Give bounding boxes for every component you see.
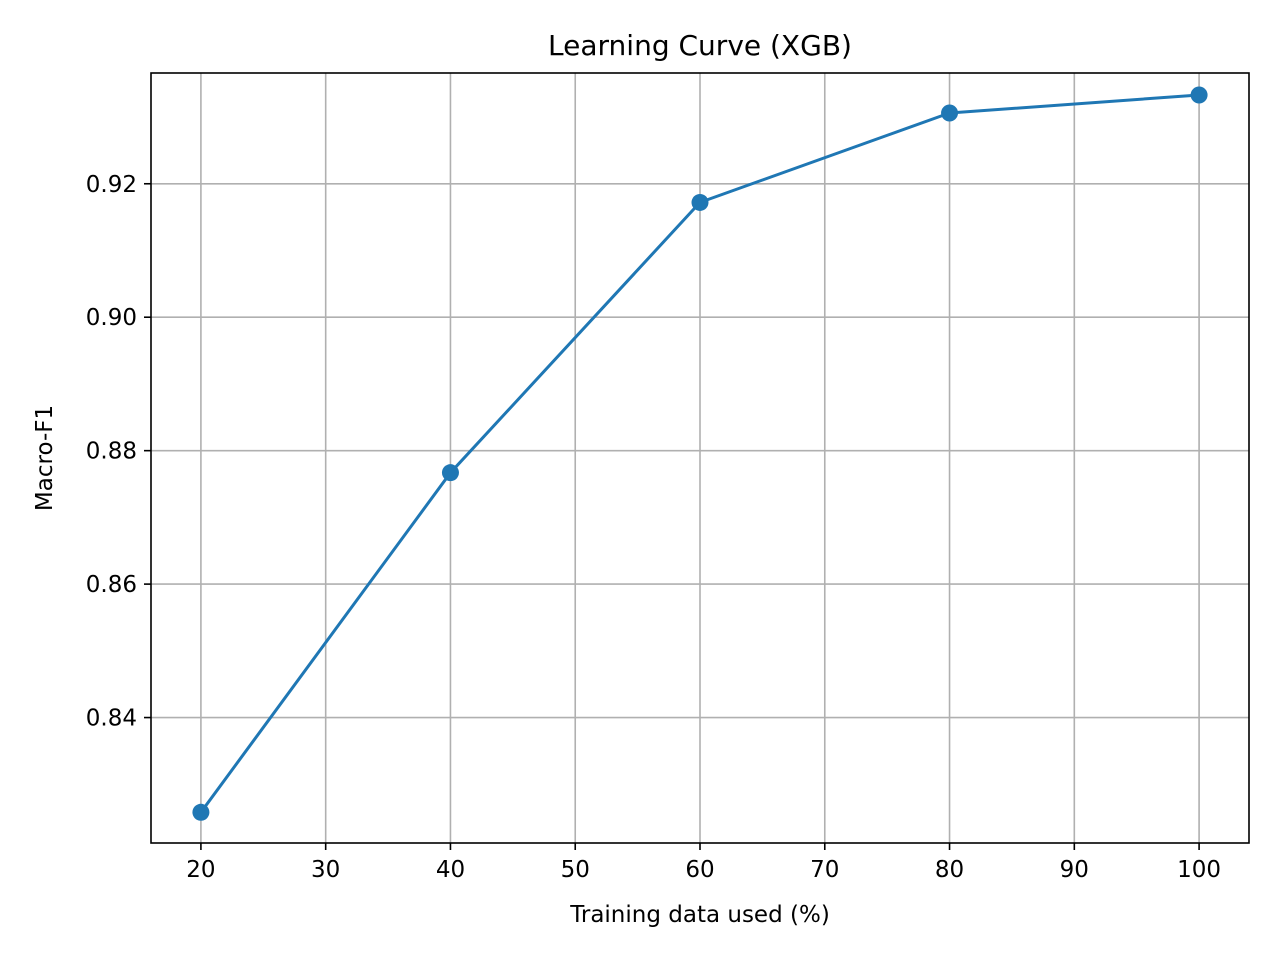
y-tick-label: 0.84 (86, 706, 137, 732)
y-tick-label: 0.86 (86, 572, 137, 598)
y-tick-label: 0.88 (86, 439, 137, 465)
data-point (192, 803, 210, 821)
data-point (1190, 86, 1208, 104)
x-axis-label: Training data used (%) (569, 902, 830, 928)
x-tick-label: 70 (810, 857, 839, 883)
data-point (941, 104, 959, 122)
y-axis-label: Macro-F1 (32, 405, 58, 511)
x-tick-label: 30 (311, 857, 340, 883)
x-axis-ticks: 20 30 40 50 60 70 80 90 100 (186, 843, 1221, 883)
x-tick-label: 20 (186, 857, 215, 883)
y-tick-label: 0.92 (86, 172, 137, 198)
grid-lines (151, 73, 1249, 843)
y-axis-ticks: 0.84 0.86 0.88 0.90 0.92 (86, 172, 151, 732)
x-tick-label: 90 (1060, 857, 1089, 883)
x-tick-label: 80 (935, 857, 964, 883)
x-tick-label: 60 (685, 857, 714, 883)
x-tick-label: 40 (436, 857, 465, 883)
x-tick-label: 100 (1177, 857, 1221, 883)
series-layer (192, 86, 1208, 821)
data-point (441, 464, 459, 482)
data-point (691, 193, 709, 211)
x-tick-label: 50 (561, 857, 590, 883)
chart-title: Learning Curve (XGB) (548, 29, 852, 62)
y-tick-label: 0.90 (86, 305, 137, 331)
